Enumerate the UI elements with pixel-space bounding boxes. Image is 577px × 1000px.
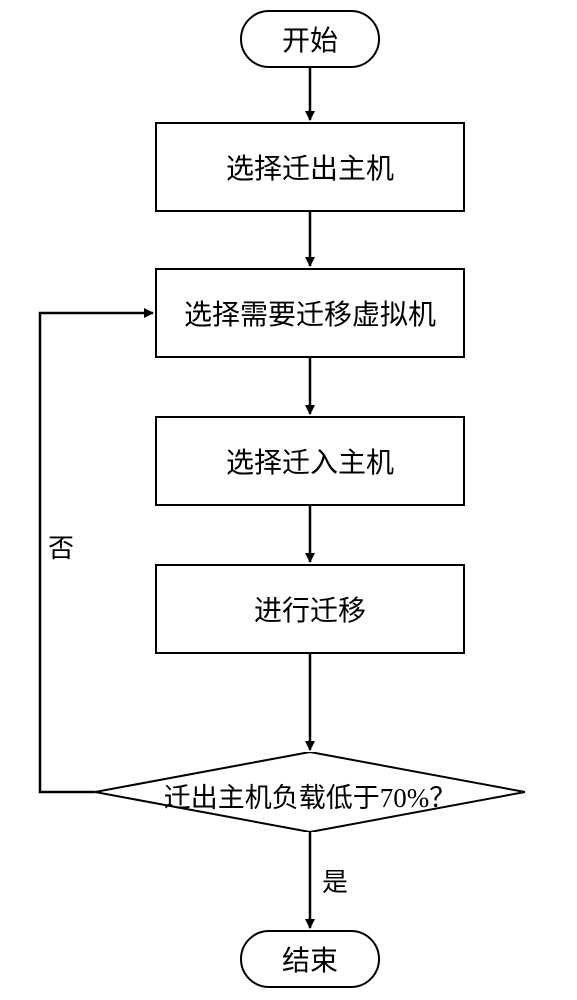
process-select-target-host: 选择迁入主机 [155,416,465,506]
process-select-source-host: 选择迁出主机 [155,122,465,212]
start-label: 开始 [282,19,338,59]
end-label: 结束 [282,939,338,979]
process-select-vm: 选择需要迁移虚拟机 [155,268,465,358]
flowchart-canvas: 开始 选择迁出主机 选择需要迁移虚拟机 选择迁入主机 进行迁移 迁出主机负载低于… [0,0,577,1000]
decision-label: 迁出主机负载低于70%？ [95,776,525,815]
process-3-label: 选择迁入主机 [226,441,394,481]
terminator-end: 结束 [240,930,380,988]
yes-label: 是 [322,862,348,899]
decision-load-check: 迁出主机负载低于70%？ [95,752,525,832]
process-2-label: 选择需要迁移虚拟机 [184,293,436,333]
process-migrate: 进行迁移 [155,564,465,654]
terminator-start: 开始 [240,10,380,68]
process-4-label: 进行迁移 [254,589,366,629]
process-1-label: 选择迁出主机 [226,147,394,187]
no-label: 否 [48,528,74,565]
